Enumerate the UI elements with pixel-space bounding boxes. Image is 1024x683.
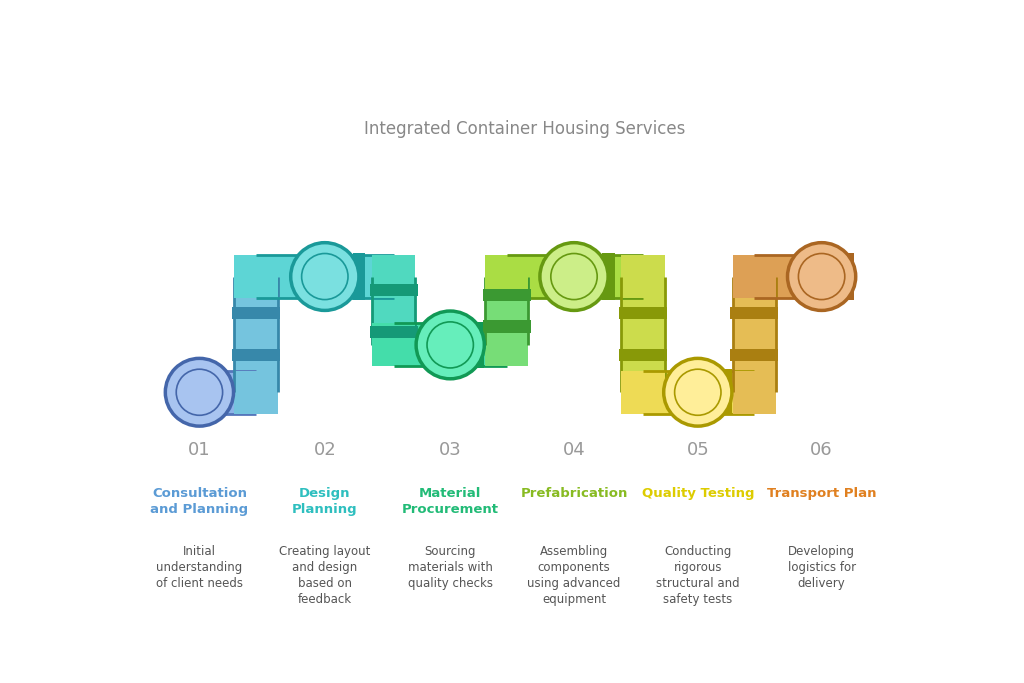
Bar [314, 255, 394, 298]
Bar [485, 255, 528, 298]
Bar [485, 277, 528, 345]
Text: Material
Procurement: Material Procurement [401, 487, 499, 516]
Circle shape [787, 242, 856, 311]
Circle shape [540, 242, 608, 311]
Bar [370, 326, 418, 338]
Bar [370, 283, 418, 296]
Text: Creating layout
and design
based on
feedback: Creating layout and design based on feed… [280, 545, 371, 606]
Bar [732, 371, 776, 414]
Bar [174, 369, 189, 415]
Text: 02: 02 [313, 441, 336, 459]
Bar [720, 369, 732, 415]
Bar [622, 371, 665, 414]
Bar [730, 307, 778, 320]
Circle shape [416, 311, 484, 379]
Bar [730, 350, 778, 361]
Text: 01: 01 [188, 441, 211, 459]
Text: Conducting
rigorous
structural and
safety tests: Conducting rigorous structural and safet… [656, 545, 739, 606]
Bar [482, 320, 530, 333]
Bar [234, 255, 278, 298]
Bar [231, 350, 280, 361]
Bar [189, 371, 256, 414]
Text: Quality Testing: Quality Testing [642, 487, 754, 500]
Text: Prefabrication: Prefabrication [520, 487, 628, 500]
Circle shape [664, 359, 732, 426]
Bar [622, 277, 665, 392]
Bar [353, 253, 366, 300]
Bar [482, 289, 530, 301]
Text: 06: 06 [810, 441, 833, 459]
Bar [643, 371, 708, 414]
Text: Integrated Container Housing Services: Integrated Container Housing Services [365, 120, 685, 138]
Text: 04: 04 [562, 441, 586, 459]
Text: Transport Plan: Transport Plan [767, 487, 877, 500]
Text: Sourcing
materials with
quality checks: Sourcing materials with quality checks [408, 545, 493, 589]
Circle shape [165, 359, 233, 426]
Text: Initial
understanding
of client needs: Initial understanding of client needs [156, 545, 243, 589]
Bar [394, 323, 461, 367]
Bar [618, 307, 667, 320]
Circle shape [291, 242, 359, 311]
Bar [507, 255, 585, 298]
Bar [732, 277, 776, 392]
Bar [234, 277, 278, 392]
Text: 03: 03 [439, 441, 462, 459]
Bar [231, 307, 280, 320]
Bar [234, 371, 278, 414]
Bar [618, 350, 667, 361]
Bar [839, 253, 854, 300]
Text: Consultation
and Planning: Consultation and Planning [151, 487, 249, 516]
Bar [372, 255, 416, 298]
Bar [622, 255, 665, 298]
Text: Developing
logistics for
delivery: Developing logistics for delivery [787, 545, 856, 589]
Bar [372, 277, 416, 345]
Bar [214, 369, 225, 415]
Text: Design
Planning: Design Planning [292, 487, 357, 516]
Bar [732, 255, 776, 298]
Bar [485, 323, 528, 367]
Bar [372, 323, 416, 367]
Bar [472, 322, 484, 368]
Bar [602, 253, 614, 300]
Text: Assembling
components
using advanced
equipment: Assembling components using advanced equ… [527, 545, 621, 606]
Bar [440, 323, 507, 367]
Bar [755, 255, 839, 298]
Bar [256, 255, 335, 298]
Text: 05: 05 [686, 441, 710, 459]
Bar [564, 255, 643, 298]
Bar [687, 371, 755, 414]
